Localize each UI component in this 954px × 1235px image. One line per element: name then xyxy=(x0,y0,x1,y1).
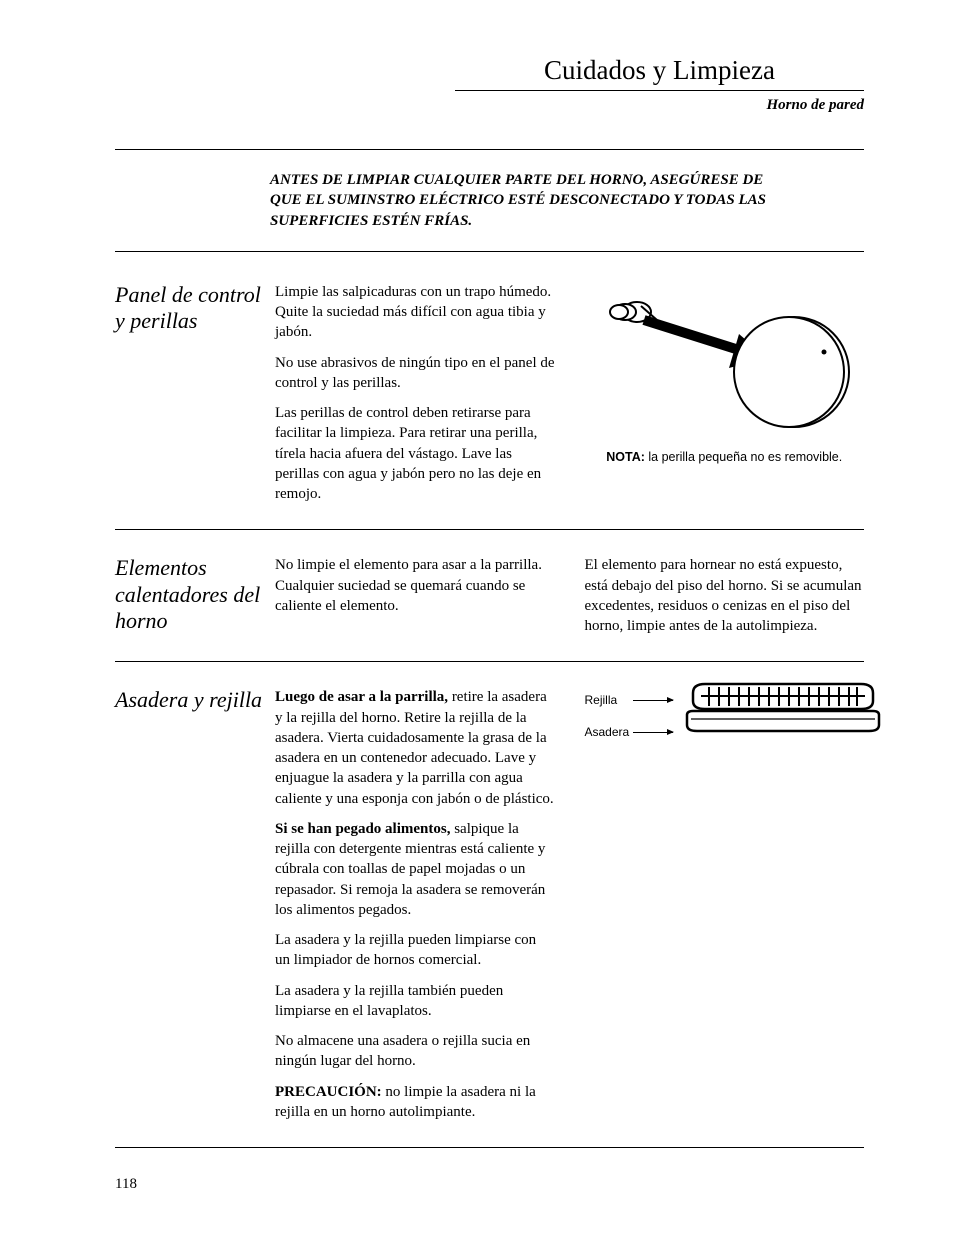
section-label-panel: Panel de control y perillas xyxy=(115,282,275,505)
arrow-icon xyxy=(633,700,673,701)
page-title: Cuidados y Limpieza xyxy=(455,55,864,86)
title-rule xyxy=(455,90,864,91)
broiler-p6: PRECAUCIÓN: no limpie la asadera ni la r… xyxy=(275,1082,555,1123)
broiler-pan-icon xyxy=(683,681,883,736)
broiler-p2-bold: Si se han pegado alimentos, xyxy=(275,821,450,837)
knob-caption: NOTA: la perilla pequeña no es removible… xyxy=(606,450,842,464)
elements-left-column: No limpie el elemento para asar a la par… xyxy=(275,555,555,636)
knob-figure: NOTA: la perilla pequeña no es removible… xyxy=(585,282,865,505)
knob-caption-rest: la perilla pequeña no es removible. xyxy=(645,450,842,464)
section-elements: Elementos calentadores del horno No limp… xyxy=(115,555,864,662)
section-label-elements: Elementos calentadores del horno xyxy=(115,555,275,636)
knob-caption-bold: NOTA: xyxy=(606,450,645,464)
broiler-figure: Rejilla Asadera xyxy=(585,687,865,1122)
warning-block: ANTES DE LIMPIAR CUALQUIER PARTE DEL HOR… xyxy=(115,149,864,252)
broiler-p1-rest: retire la asadera y la rejilla del horno… xyxy=(275,689,554,806)
panel-p2: No use abrasivos de ningún tipo en el pa… xyxy=(275,353,555,394)
section-label-broiler: Asadera y rejilla xyxy=(115,687,275,1122)
knob-diagram-icon xyxy=(589,282,859,442)
header: Cuidados y Limpieza Horno de pared xyxy=(455,55,864,114)
panel-p1: Limpie las salpicaduras con un trapo húm… xyxy=(275,282,555,343)
page-subtitle: Horno de pared xyxy=(455,97,864,114)
broiler-p4: La asadera y la rejilla también pueden l… xyxy=(275,981,555,1022)
arrow-icon xyxy=(633,732,673,733)
section-panel: Panel de control y perillas Limpie las s… xyxy=(115,282,864,531)
elements-right-column: El elemento para hornear no está expuest… xyxy=(585,555,865,636)
broiler-p1: Luego de asar a la parrilla, retire la a… xyxy=(275,687,555,809)
elements-right-p: El elemento para hornear no está expuest… xyxy=(585,555,865,636)
broiler-p1-bold: Luego de asar a la parrilla, xyxy=(275,689,448,705)
elements-left-p: No limpie el elemento para asar a la par… xyxy=(275,555,555,616)
broiler-text-column: Luego de asar a la parrilla, retire la a… xyxy=(275,687,555,1122)
broiler-fig-label-rejilla: Rejilla xyxy=(585,693,633,707)
panel-text-column: Limpie las salpicaduras con un trapo húm… xyxy=(275,282,555,505)
broiler-p2: Si se han pegado alimentos, salpique la … xyxy=(275,819,555,920)
broiler-fig-label-asadera: Asadera xyxy=(585,725,633,739)
warning-text: ANTES DE LIMPIAR CUALQUIER PARTE DEL HOR… xyxy=(270,170,774,231)
broiler-p5: No almacene una asadera o rejilla sucia … xyxy=(275,1031,555,1072)
page-number: 118 xyxy=(115,1176,137,1193)
broiler-p3: La asadera y la rejilla pueden limpiarse… xyxy=(275,930,555,971)
section-broiler: Asadera y rejilla Luego de asar a la par… xyxy=(115,687,864,1148)
broiler-p6-bold: PRECAUCIÓN: xyxy=(275,1084,382,1100)
panel-p3: Las perillas de control deben retirarse … xyxy=(275,403,555,504)
